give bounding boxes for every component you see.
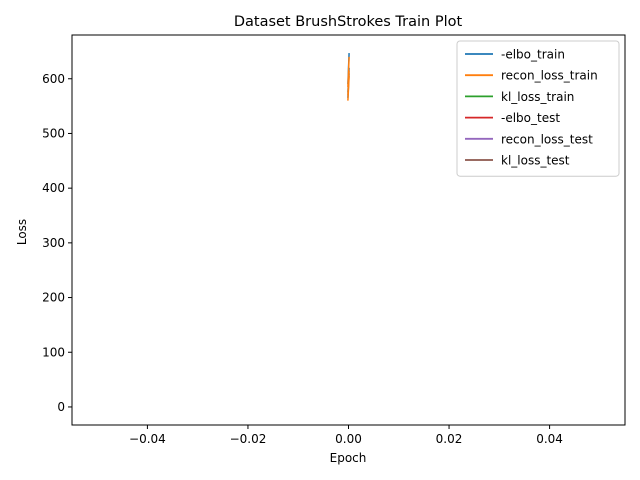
plot-area: −0.04 −0.02 0.00 0.02 0.04 0 100 200 300 400 500 60… <box>42 34 626 446</box>
y-tick-label: 200 <box>42 291 65 305</box>
chart-title: Dataset BrushStrokes Train Plot <box>234 14 463 30</box>
x-tick-label: 0.00 <box>335 432 362 446</box>
y-tick-label: 500 <box>42 126 65 140</box>
legend-entry: -elbo_train <box>501 48 565 62</box>
y-tick-label: 600 <box>42 72 65 86</box>
legend-box <box>456 40 620 177</box>
y-tick-label: 100 <box>42 345 65 359</box>
x-tick-label: 0.02 <box>436 432 463 446</box>
x-tick-label: 0.04 <box>536 432 563 446</box>
legend-entry: recon_loss_train <box>501 69 598 83</box>
x-axis-label: Epoch <box>330 451 367 465</box>
y-axis-label: Loss <box>15 219 29 245</box>
y-tick-label: 400 <box>42 181 65 195</box>
legend: -elbo_train recon_loss_train kl_loss_train… <box>456 40 620 177</box>
legend-entry: kl_loss_test <box>501 154 570 168</box>
y-tick-label: 0 <box>57 400 65 414</box>
legend-entry: recon_loss_test <box>501 132 593 146</box>
x-tick-label: −0.02 <box>230 432 267 446</box>
series-line-recon-loss-train <box>347 56 350 101</box>
y-tick-label: 300 <box>42 236 65 250</box>
legend-entry: kl_loss_train <box>501 90 574 104</box>
x-tick-label: −0.04 <box>129 432 166 446</box>
legend-entry: -elbo_test <box>501 111 560 125</box>
